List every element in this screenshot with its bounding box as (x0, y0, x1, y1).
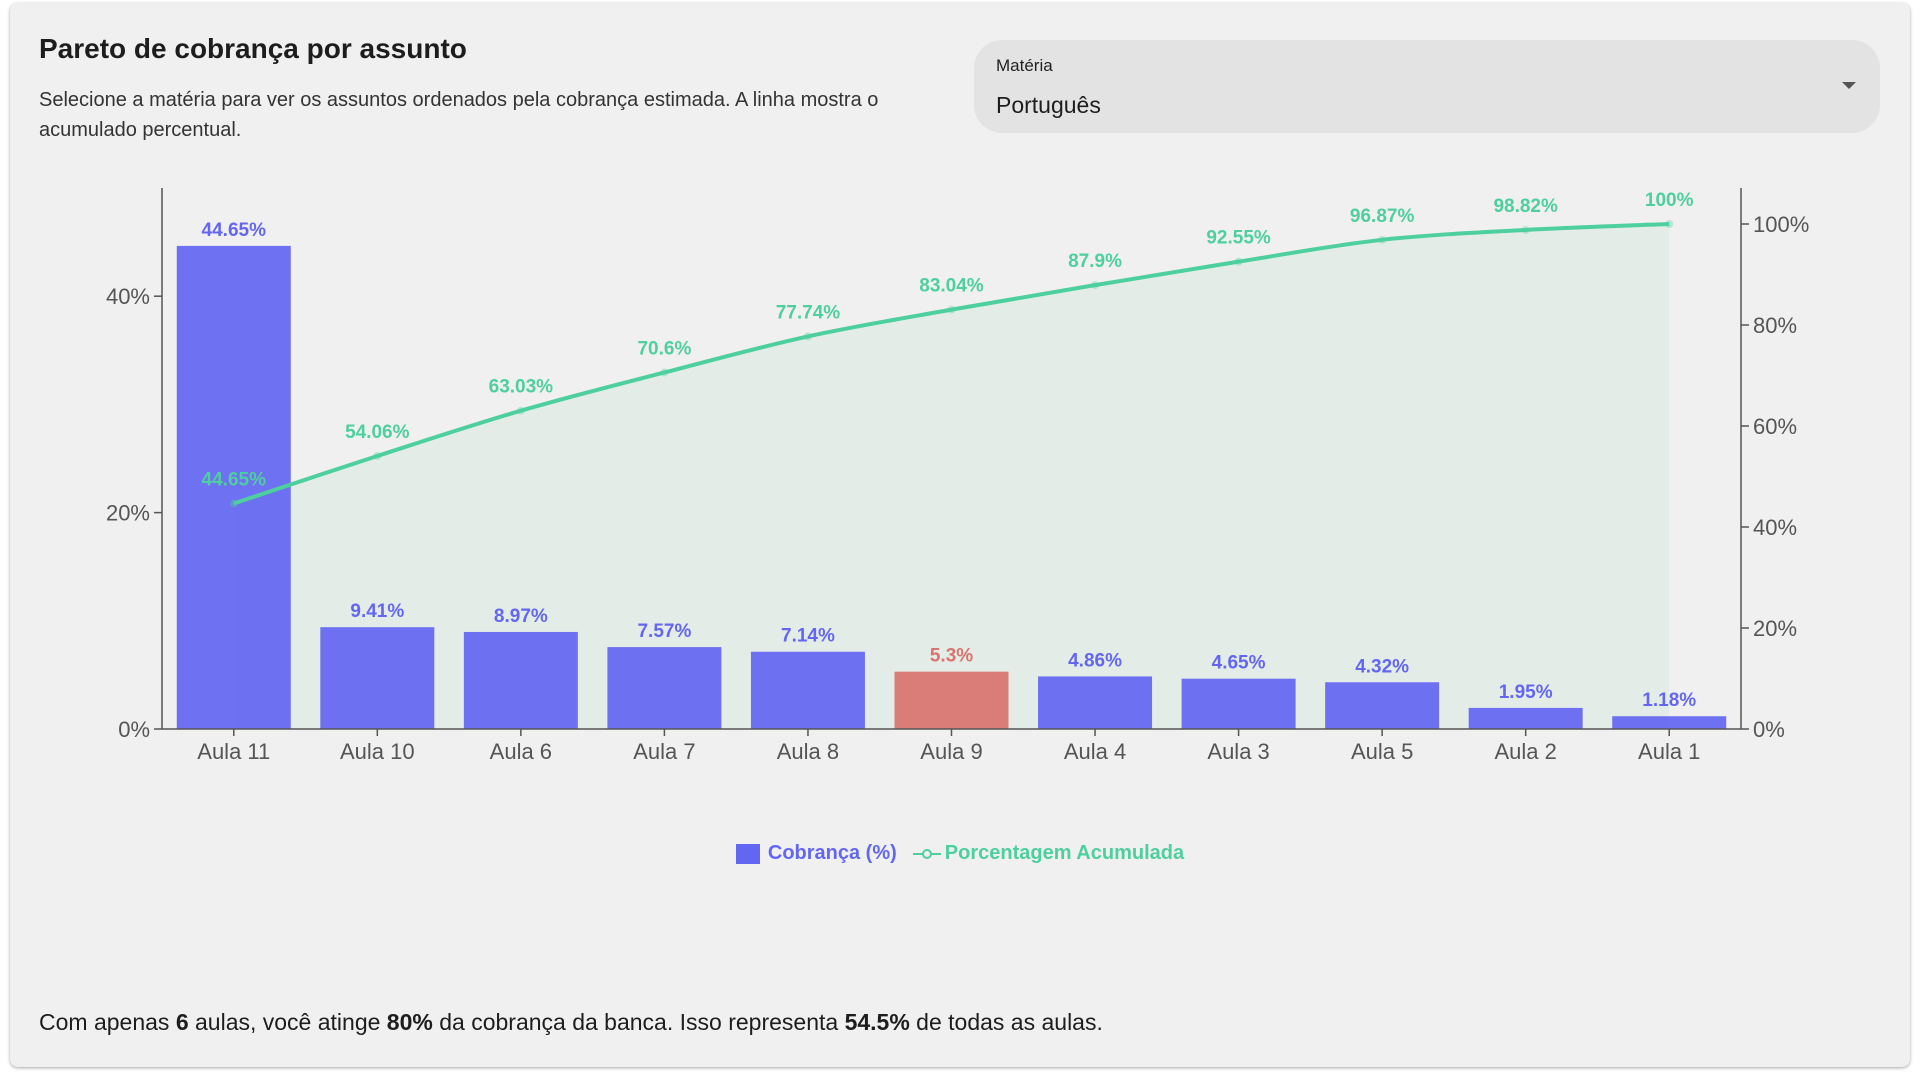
cumulative-value-label: 77.74% (776, 302, 841, 323)
subject-select-value: Português (996, 92, 1101, 118)
cumulative-point (1234, 257, 1243, 266)
y-left-tick-label: 0% (118, 717, 150, 742)
bar-value-label: 4.65% (1212, 653, 1266, 674)
cumulative-area (233, 224, 1670, 729)
legend-item-acumulada[interactable]: Porcentagem Acumulada (912, 842, 1185, 865)
cumulative-value-label: 98.82% (1493, 196, 1558, 217)
bar-value-label: 7.14% (781, 626, 835, 647)
bar (607, 647, 722, 729)
bar (1468, 707, 1583, 729)
y-right-tick-label: 0% (1753, 717, 1785, 742)
subject-select[interactable]: Matéria Português (974, 40, 1880, 133)
cumulative-value-label: 96.87% (1350, 206, 1415, 227)
cumulative-point (947, 305, 956, 314)
pareto-chart: 44.65% 9.41% 8.97% 7.57% 7.14% 5.3% 4.86% 4.65%… (106, 188, 1809, 764)
bar-value-label: 4.32% (1355, 656, 1409, 677)
legend-line-swatch (912, 847, 941, 861)
cumulative-point (516, 406, 525, 415)
cumulative-value-label: 92.55% (1206, 228, 1271, 249)
bar-value-label: 4.86% (1068, 650, 1122, 671)
cumulative-point (1378, 235, 1387, 244)
cumulative-point (1521, 225, 1530, 234)
page-description: Selecione a matéria para ver os assuntos… (39, 89, 879, 141)
x-tick-label: Aula 3 (1207, 739, 1269, 764)
bar-value-label: 5.3% (930, 646, 973, 667)
y-left-tick-label: 20% (106, 501, 150, 526)
bar (894, 671, 1009, 729)
cumulative-value-label: 70.6% (637, 338, 691, 359)
summary-share: 54.5% (844, 1009, 910, 1035)
y-left-tick-label: 40% (106, 284, 150, 309)
cumulative-value-label: 63.03% (489, 377, 554, 398)
summary-lessons: 6 (175, 1009, 189, 1035)
bar-value-label: 9.41% (350, 601, 404, 622)
x-tick-label: Aula 2 (1494, 739, 1556, 764)
bar-value-label: 44.65% (202, 220, 267, 241)
cumulative-point (229, 499, 238, 508)
cumulative-value-label: 54.06% (345, 422, 410, 443)
y-right-tick-label: 100% (1753, 212, 1809, 237)
summary-suffix: de todas as aulas. (909, 1009, 1103, 1035)
summary-prefix: Com apenas (39, 1009, 176, 1035)
legend-label-acumulada: Porcentagem Acumulada (944, 842, 1185, 864)
x-tick-label: Aula 1 (1638, 739, 1700, 764)
bar (1181, 678, 1296, 729)
y-right-tick-label: 20% (1753, 616, 1797, 641)
chevron-down-icon[interactable] (1842, 82, 1856, 89)
summary-text: Com apenas 6 aulas, você atinge 80% da c… (39, 1009, 1103, 1036)
x-tick-label: Aula 6 (490, 739, 552, 764)
bar (1325, 682, 1440, 729)
cumulative-value-label: 83.04% (919, 276, 984, 297)
subject-select-label: Matéria (996, 56, 1053, 75)
y-right-tick-label: 40% (1753, 515, 1797, 540)
chart-legend: Cobrança (%) Porcentagem Acumulada (10, 842, 1910, 865)
cumulative-point (1091, 281, 1100, 290)
x-tick-label: Aula 10 (340, 739, 415, 764)
bar (1038, 676, 1153, 729)
x-tick-label: Aula 9 (920, 739, 982, 764)
legend-bar-swatch (735, 843, 760, 864)
summary-mid2: da cobrança da banca. Isso representa (432, 1009, 845, 1035)
x-tick-label: Aula 5 (1351, 739, 1413, 764)
legend-label-cobranca: Cobrança (%) (767, 842, 897, 864)
y-right-tick-label: 80% (1753, 313, 1797, 338)
cumulative-point (660, 368, 669, 377)
x-tick-label: Aula 11 (197, 739, 270, 764)
x-tick-label: Aula 7 (633, 739, 695, 764)
bar (463, 631, 578, 729)
cumulative-point (373, 451, 382, 460)
page-title: Pareto de cobrança por assunto (39, 33, 467, 64)
x-tick-label: Aula 8 (777, 739, 839, 764)
cumulative-value-label: 44.65% (202, 470, 267, 491)
cumulative-point (803, 332, 812, 341)
cumulative-line (233, 222, 1670, 506)
bar (1612, 716, 1727, 729)
cumulative-point (1665, 220, 1674, 228)
bar (320, 627, 435, 729)
pareto-card: Pareto de cobrança por assunto Selecione… (10, 3, 1910, 1067)
cumulative-value-label: 87.9% (1068, 251, 1122, 272)
x-tick-label: Aula 4 (1064, 739, 1126, 764)
bar (176, 245, 291, 729)
legend-item-cobranca[interactable]: Cobrança (%) (735, 842, 897, 865)
bar-value-label: 7.57% (637, 621, 691, 642)
summary-coverage: 80% (386, 1009, 433, 1035)
y-right-tick-label: 60% (1753, 414, 1797, 439)
bar (750, 651, 865, 729)
bar-value-label: 1.95% (1499, 682, 1553, 703)
summary-mid1: aulas, você atinge (188, 1009, 387, 1035)
bar-value-label: 1.18% (1642, 690, 1696, 711)
bar-value-label: 8.97% (494, 606, 548, 627)
cumulative-value-label: 100% (1645, 190, 1694, 211)
